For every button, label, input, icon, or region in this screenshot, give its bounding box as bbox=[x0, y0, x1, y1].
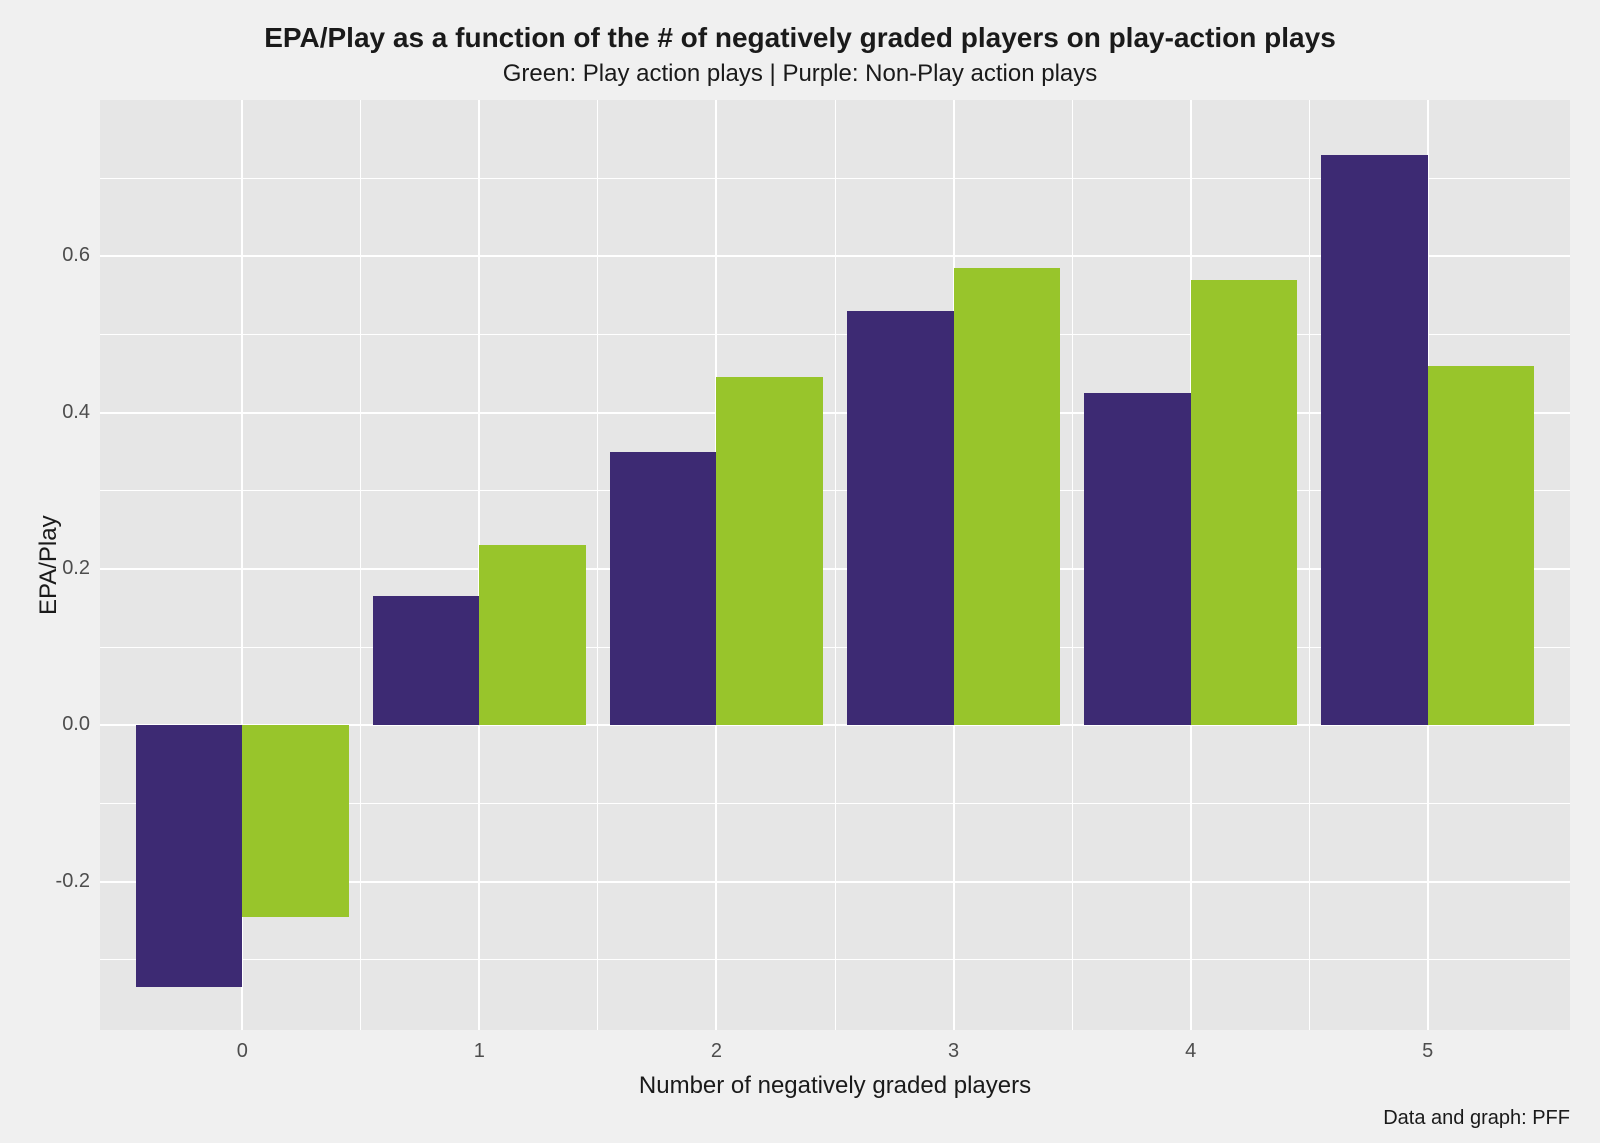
gridline-vertical-minor bbox=[1072, 100, 1073, 1030]
bar bbox=[373, 596, 480, 725]
epa-chart: EPA/Play as a function of the # of negat… bbox=[0, 0, 1600, 1143]
bar bbox=[716, 377, 823, 725]
bar bbox=[136, 725, 243, 987]
y-tick-label: 0.4 bbox=[62, 401, 90, 424]
chart-subtitle: Green: Play action plays | Purple: Non-P… bbox=[0, 60, 1600, 88]
x-tick-label: 3 bbox=[934, 1040, 974, 1063]
bar bbox=[1084, 393, 1191, 725]
y-axis-title: EPA/Play bbox=[35, 515, 63, 615]
x-tick-label: 2 bbox=[696, 1040, 736, 1063]
bar bbox=[242, 725, 349, 916]
bar bbox=[847, 311, 954, 725]
bar bbox=[954, 268, 1061, 725]
bar bbox=[610, 452, 717, 726]
x-tick-label: 4 bbox=[1171, 1040, 1211, 1063]
bar bbox=[479, 545, 586, 725]
gridline-vertical-minor bbox=[360, 100, 361, 1030]
x-tick-label: 1 bbox=[459, 1040, 499, 1063]
bar bbox=[1191, 280, 1298, 725]
y-tick-label: 0.2 bbox=[62, 557, 90, 580]
gridline-vertical-minor bbox=[1309, 100, 1310, 1030]
y-tick-label: 0.0 bbox=[62, 713, 90, 736]
x-tick-label: 0 bbox=[222, 1040, 262, 1063]
x-axis-title: Number of negatively graded players bbox=[535, 1072, 1135, 1100]
x-tick-label: 5 bbox=[1408, 1040, 1448, 1063]
y-tick-label: 0.6 bbox=[62, 244, 90, 267]
chart-title: EPA/Play as a function of the # of negat… bbox=[0, 22, 1600, 54]
bar bbox=[1321, 155, 1428, 726]
gridline-vertical-minor bbox=[597, 100, 598, 1030]
y-tick-label: -0.2 bbox=[56, 870, 90, 893]
gridline-vertical-minor bbox=[835, 100, 836, 1030]
chart-caption: Data and graph: PFF bbox=[1383, 1107, 1570, 1130]
bar bbox=[1428, 366, 1535, 725]
